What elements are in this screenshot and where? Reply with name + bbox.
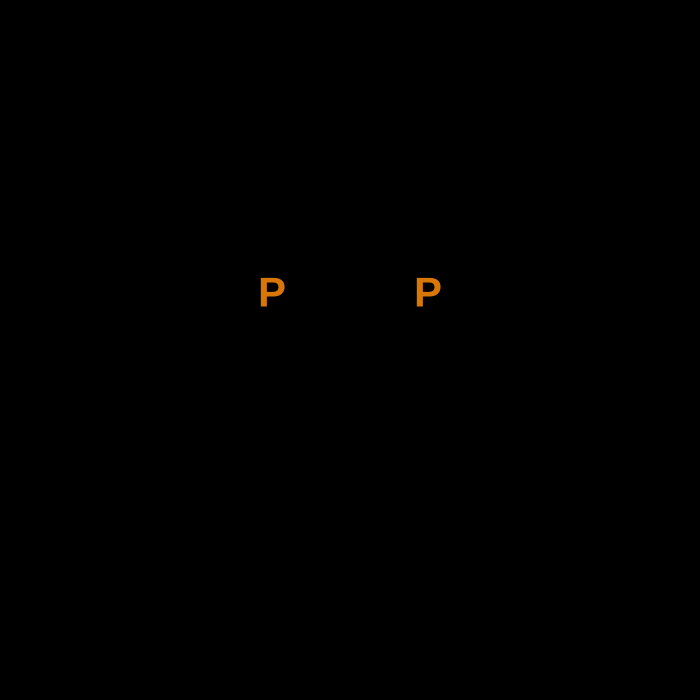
phosphorus-atom-1: P bbox=[258, 269, 286, 316]
molecule-diagram: P P bbox=[0, 0, 700, 700]
phosphorus-atom-2: P bbox=[414, 269, 442, 316]
